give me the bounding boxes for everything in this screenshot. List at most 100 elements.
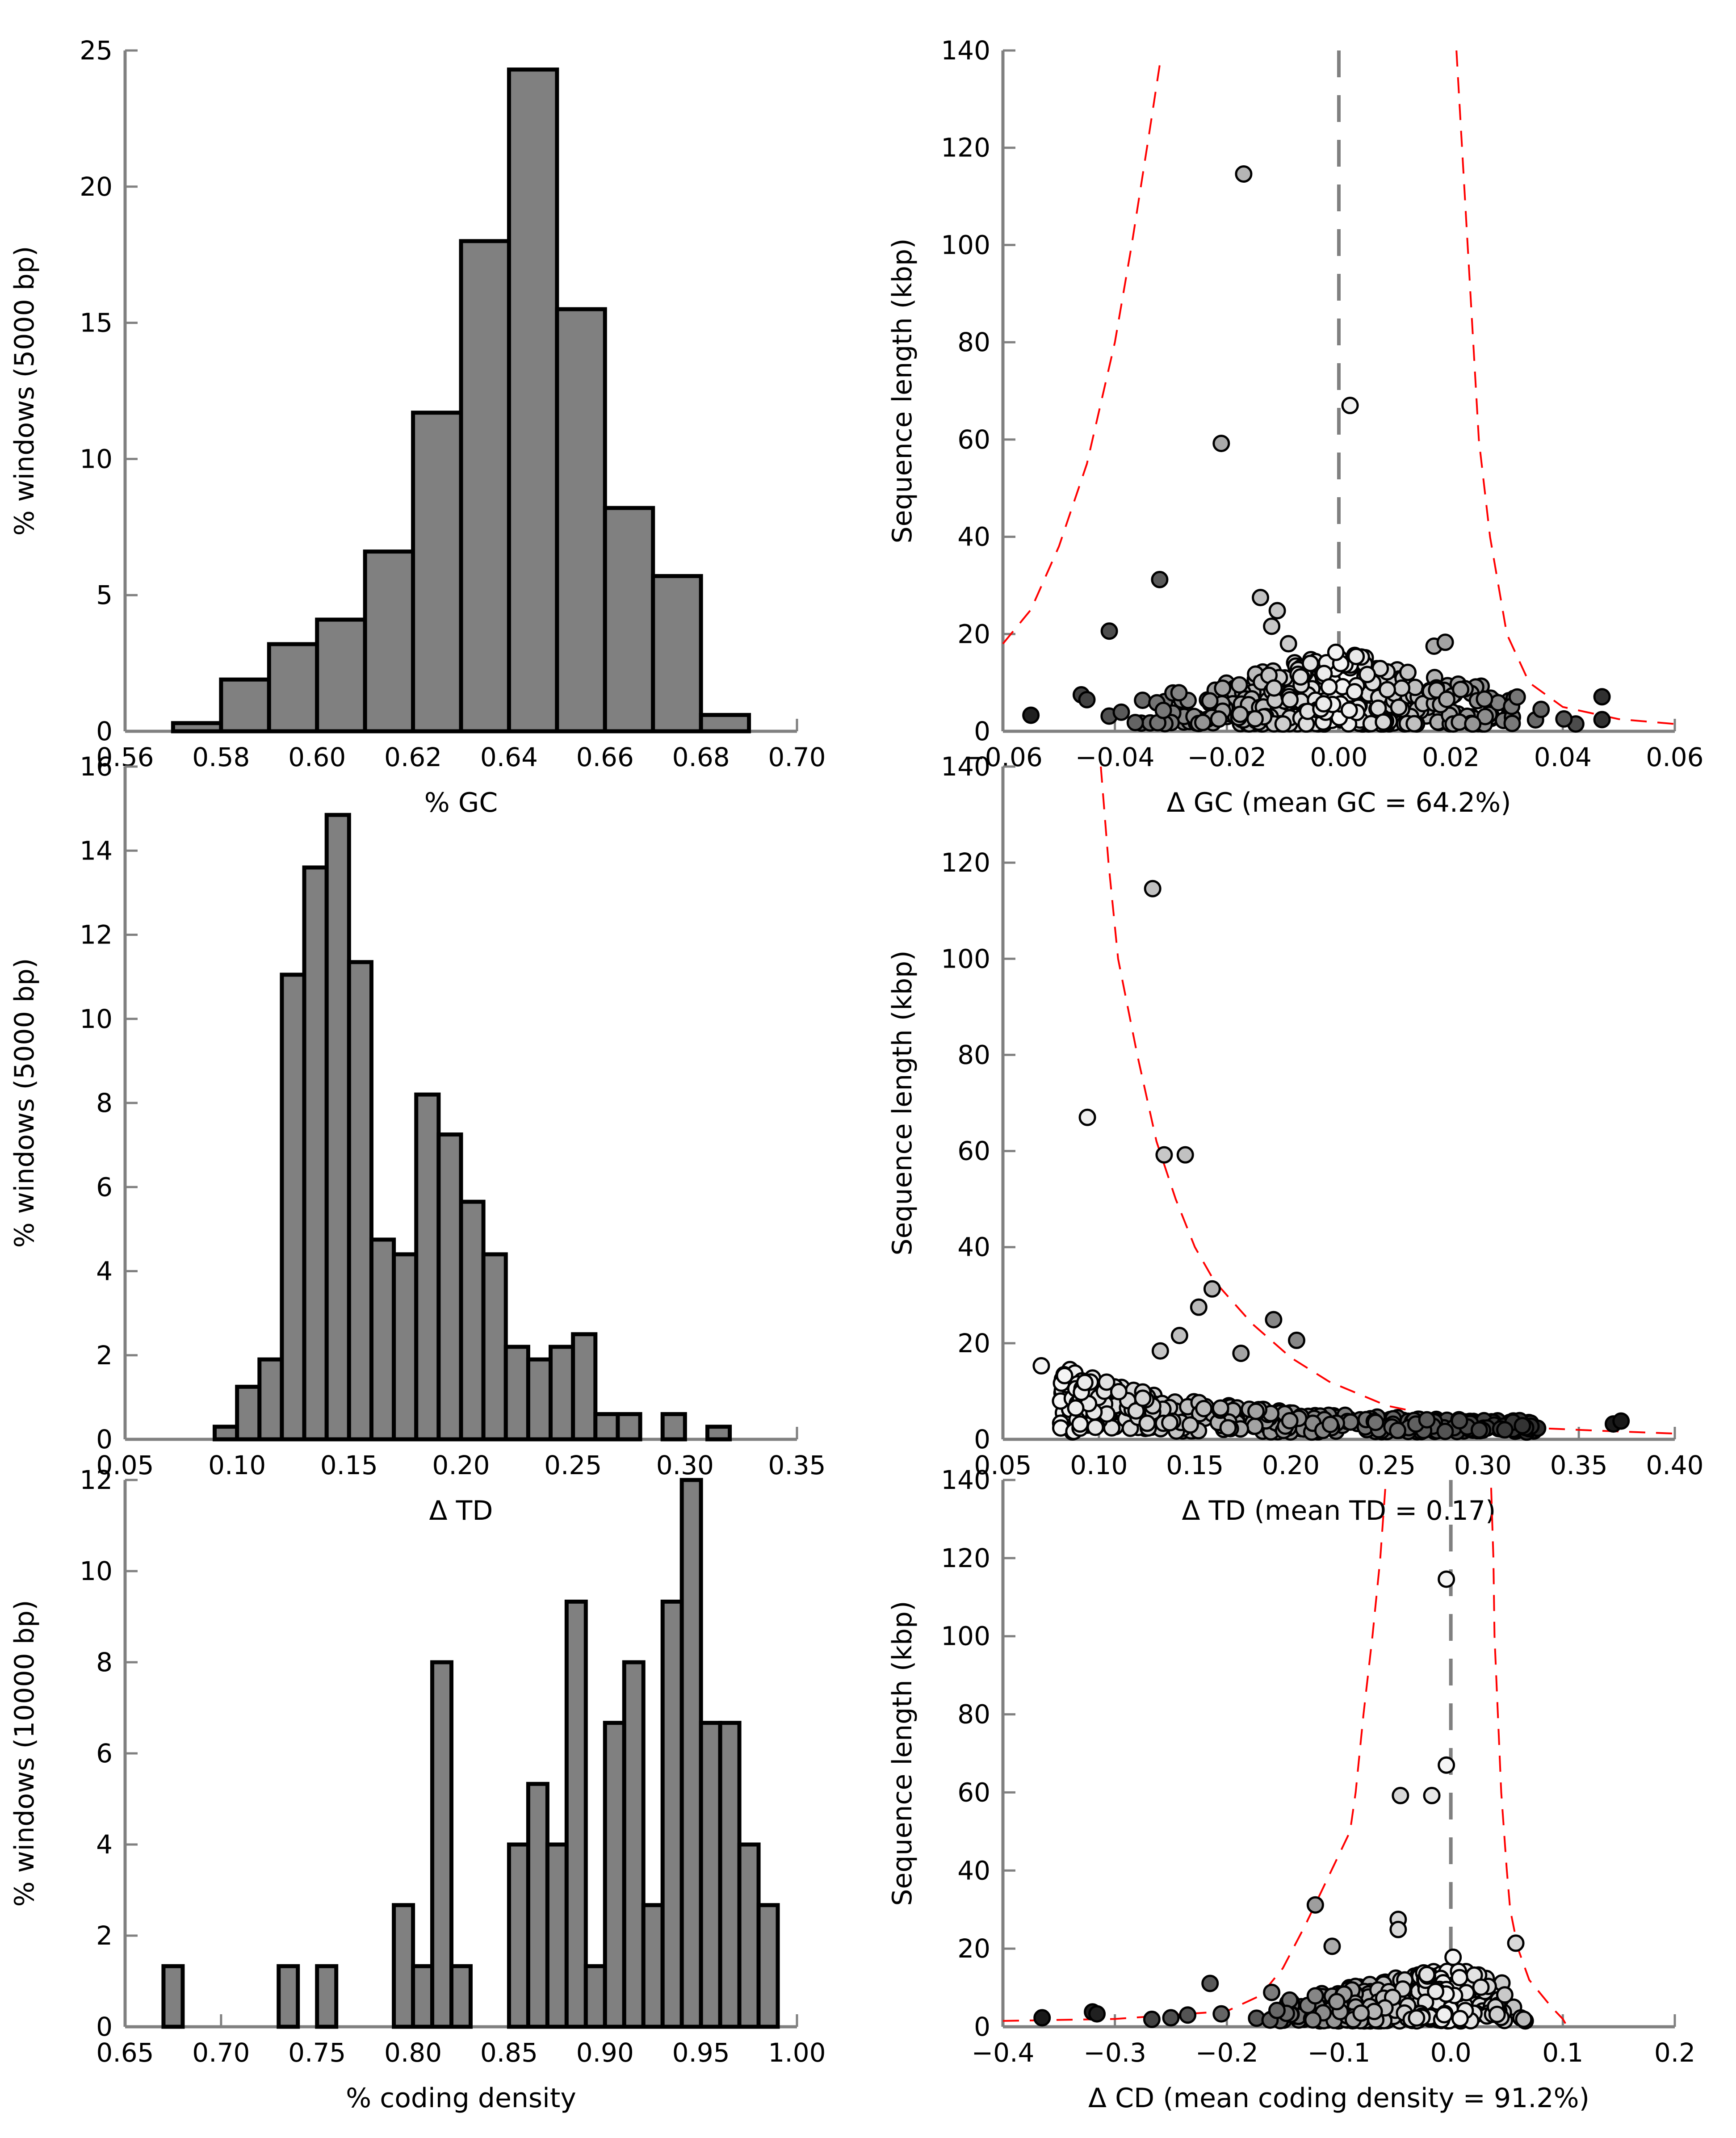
y-tick-label: 4 [96,1829,113,1860]
scatter-point [1418,1966,1436,1983]
x-tick-label: 0.30 [1454,1450,1512,1480]
scatter-point [1212,435,1230,453]
x-tick-label: 0.2 [1654,2037,1695,2068]
histogram-bar [507,67,559,734]
scatter-point [1067,1399,1085,1417]
scatter-point [1268,602,1286,620]
y-tick-label: 120 [941,847,990,878]
x-tick-label: −0.02 [1187,742,1266,772]
scatter-point [1181,1416,1199,1434]
scatter-point [1219,1419,1237,1437]
histogram-bar [411,1964,435,2029]
y-tick-label: 80 [957,1040,990,1070]
y-tick-label: 20 [957,619,990,649]
histogram-bar [235,1384,262,1442]
x-tick-label: 0.20 [432,1450,490,1480]
scatter-point [1232,1344,1250,1362]
y-tick-label: 2 [96,1920,113,1951]
y-axis-label: % windows (10000 bp) [9,1600,40,1907]
y-tick-label: 25 [80,35,113,66]
y-tick-label: 140 [941,751,990,782]
scatter-point [1476,708,1494,725]
histogram-bar [302,865,329,1442]
histogram-bar [660,1412,687,1442]
scatter-point [1507,1934,1525,1952]
scatter-point [1323,1937,1341,1955]
scatter-point [1612,1412,1630,1430]
histogram-bar [641,1903,665,2029]
scatter-point [1252,589,1270,607]
histogram-bar [392,1903,415,2029]
scatter-point [1151,1342,1169,1360]
scatter-point [1078,691,1096,708]
x-tick-label: −0.1 [1308,2037,1371,2068]
scatter-point [1126,713,1144,731]
x-tick-label: 0.15 [320,1450,378,1480]
scatter-point [1170,684,1188,702]
scatter-point [1112,703,1130,721]
scatter-point [1346,683,1363,701]
scatter-point [1170,1327,1188,1345]
y-tick-label: 40 [957,1855,990,1886]
scatter-point [1263,617,1281,635]
scatter-point [1451,1969,1468,1987]
y-tick-label: 2 [96,1340,113,1371]
histogram-bar [705,1425,732,1442]
histogram-bar [414,1092,441,1442]
histogram-bar [593,1412,620,1442]
histogram-bar [564,1599,588,2029]
x-tick-label: 0.25 [544,1450,602,1480]
x-tick-label: 0.40 [1646,1450,1703,1480]
histogram-bar [257,1357,284,1442]
scatter-point [1359,666,1376,683]
histogram-bar [555,307,607,734]
scatter-point [1476,690,1493,708]
histogram-bar [660,1599,684,2029]
scatter-point [1418,1411,1436,1429]
histogram-bar [699,713,751,734]
histogram-bar [436,1132,463,1442]
scatter-point [1593,711,1611,729]
y-axis-label: Sequence length (kbp) [887,238,918,543]
y-tick-label: 0 [96,1424,113,1455]
scatter-point [1263,1983,1281,2001]
x-tick-label: 0.90 [576,2037,634,2068]
scatter-point [1532,700,1550,718]
histogram-bar [430,1660,454,2029]
histogram-bar [756,1903,780,2029]
scatter-point [1555,710,1573,728]
histogram-bar [213,1425,239,1442]
histogram-bar [369,1237,396,1442]
scatter-point [1306,1896,1324,1914]
y-tick-label: 120 [941,133,990,163]
x-tick-label: 0.58 [192,742,250,772]
x-tick-label: −0.4 [972,2037,1035,2068]
scatter-point [1514,1417,1531,1434]
y-tick-label: 8 [96,1647,113,1677]
histogram-bar [571,1332,598,1442]
scatter-point [1340,701,1358,719]
scatter-point [1210,710,1228,728]
scatter-point [1151,570,1169,588]
y-tick-label: 60 [957,424,990,455]
x-tick-label: −0.2 [1195,2037,1258,2068]
scatter-point [1190,1298,1208,1316]
y-tick-label: 10 [80,1004,113,1034]
histogram-bar [363,549,415,734]
scatter-point [1162,2009,1180,2027]
histogram-bar [324,813,351,1442]
scatter-point [1321,1416,1339,1434]
scatter-point [1155,1146,1173,1164]
scatter-point [1098,1373,1115,1391]
histogram-bar [603,506,655,734]
confidence-bound-left [1002,65,1161,645]
scatter-point [1274,715,1292,733]
histogram-bar [315,617,367,734]
scatter-point [1367,1413,1384,1431]
scatter-point [1292,668,1309,686]
scatter-point [1134,692,1152,709]
y-tick-label: 100 [941,943,990,974]
scatter-point [1195,1400,1213,1417]
scatter-point [1076,1374,1094,1392]
